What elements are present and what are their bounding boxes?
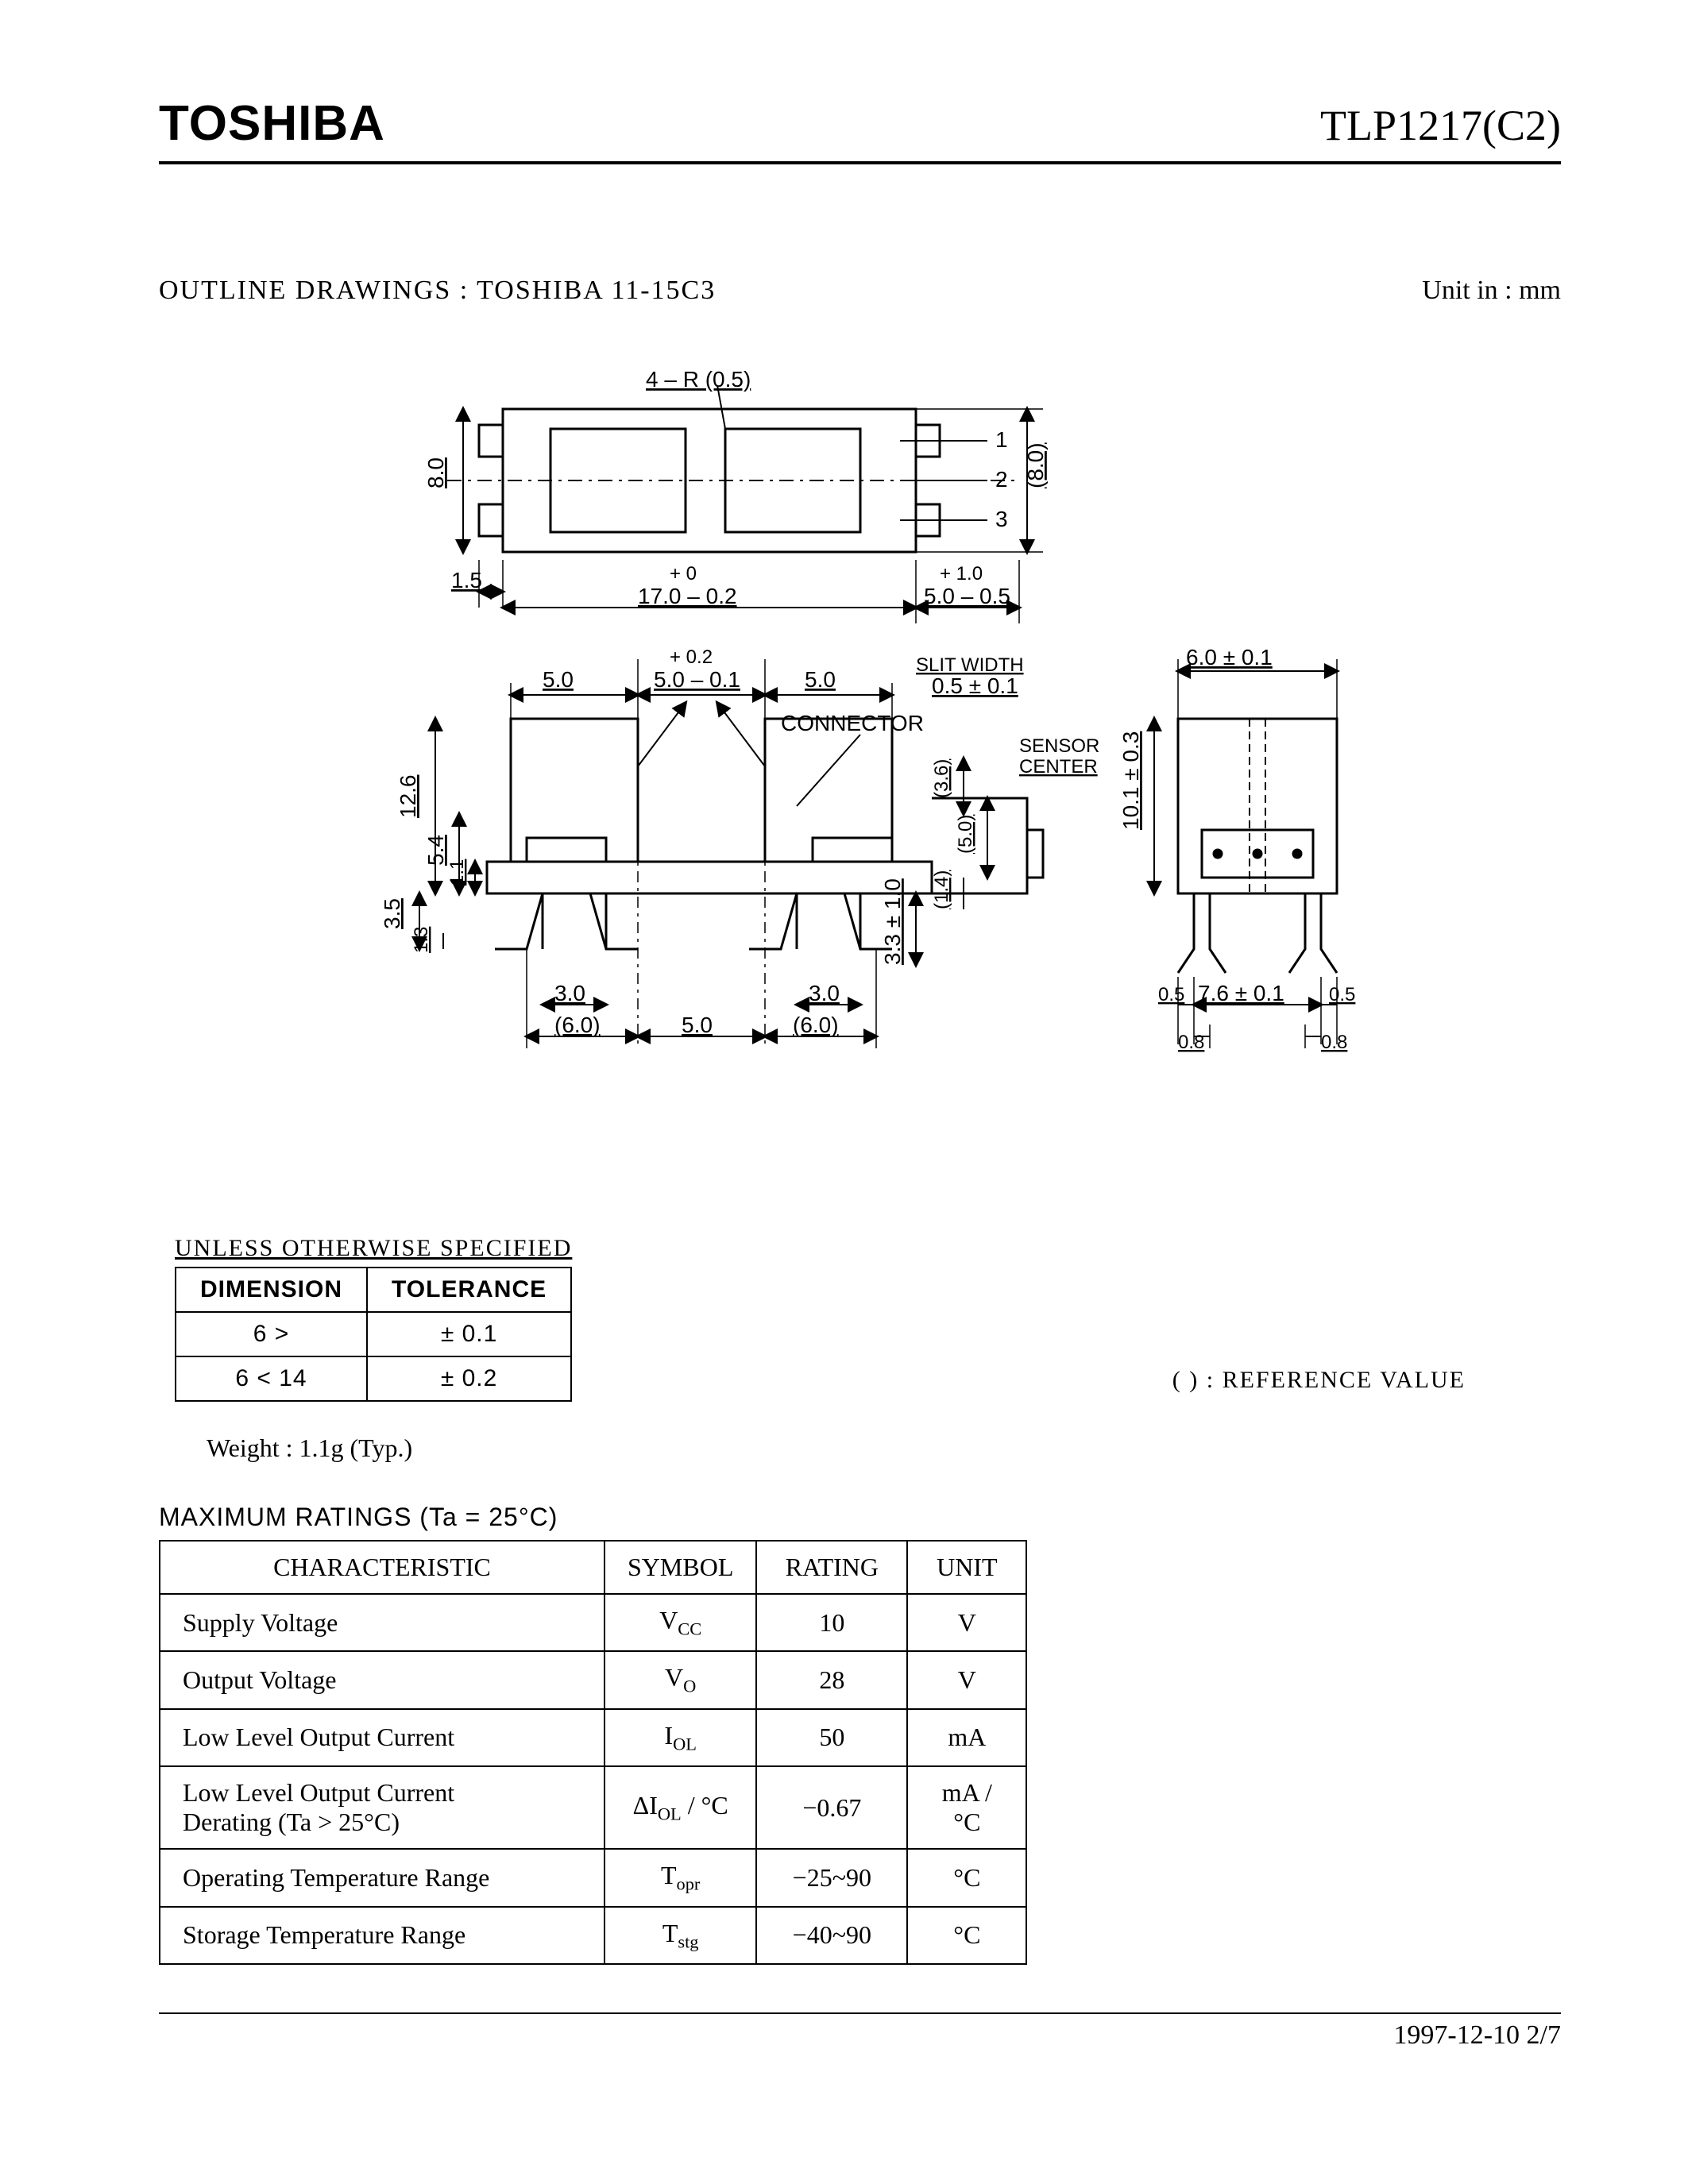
pin-1: 1 xyxy=(995,427,1008,452)
weight-note: Weight : 1.1g (Typ.) xyxy=(207,1433,1561,1463)
ratings-col-rat: RATING xyxy=(756,1541,907,1594)
ratings-rating: 28 xyxy=(756,1651,907,1708)
dim-5-0-l: 5.0 xyxy=(543,667,574,692)
ratings-symbol: IOL xyxy=(605,1709,756,1766)
center-label: CENTER xyxy=(1019,756,1098,778)
ratings-characteristic: Output Voltage xyxy=(160,1651,605,1708)
ratings-rating: 50 xyxy=(756,1709,907,1766)
table-row: Operating Temperature RangeTopr−25~90°C xyxy=(160,1849,1026,1906)
table-row: Low Level Output CurrentDerating (Ta > 2… xyxy=(160,1766,1026,1849)
table-row: Output VoltageVO28V xyxy=(160,1651,1026,1708)
ratings-characteristic: Low Level Output CurrentDerating (Ta > 2… xyxy=(160,1766,605,1849)
dim-12-6: 12.6 xyxy=(396,775,420,819)
page-header: TOSHIBA TLP1217(C2) xyxy=(159,95,1561,164)
ratings-symbol: Topr xyxy=(605,1849,756,1906)
dim-3-0-r: 3.0 xyxy=(809,981,840,1005)
ratings-unit: °C xyxy=(907,1849,1026,1906)
sensor-label: SENSOR xyxy=(1019,735,1099,757)
brand-logo: TOSHIBA xyxy=(159,95,385,152)
slit-label: SLIT WIDTH xyxy=(916,654,1024,676)
outline-drawing: 4 – R (0.5) 8.0 (8.0) 1 2 3 1.5 + 0 17.0… xyxy=(304,353,1416,1187)
pin-2: 2 xyxy=(995,467,1008,492)
dim-1-5: 1.5 xyxy=(451,568,482,592)
dim-0-8-r: 0.8 xyxy=(1321,1032,1347,1053)
ratings-symbol: Tstg xyxy=(605,1907,756,1964)
connector-label: CONNECTOR xyxy=(781,711,924,735)
dim-5-4: 5.4 xyxy=(423,835,448,866)
tolerance-title: UNLESS OTHERWISE SPECIFIED xyxy=(175,1235,572,1262)
dim-5-0p: (5.0) xyxy=(955,815,976,854)
dim-0-5-l: 0.5 xyxy=(1158,984,1184,1005)
dim-1-4p: (1.4) xyxy=(931,870,952,909)
slit-val: 0.5 ± 0.1 xyxy=(932,673,1018,698)
dim-6-0p-r: (6.0) xyxy=(793,1013,839,1037)
table-row: 6 < 14 ± 0.2 xyxy=(176,1356,571,1401)
dim-4r: 4 – R (0.5) xyxy=(646,367,751,392)
dim-3-3: 3.3 ± 1.0 xyxy=(880,878,905,965)
page-footer: 1997-12-10 2/7 xyxy=(159,2012,1561,2051)
table-row: Storage Temperature RangeTstg−40~90°C xyxy=(160,1907,1026,1964)
dim-10-1: 10.1 ± 0.3 xyxy=(1118,731,1143,830)
dim-5r-bot: 5.0 – 0.5 xyxy=(924,584,1010,608)
ratings-characteristic: Operating Temperature Range xyxy=(160,1849,605,1906)
ratings-characteristic: Supply Voltage xyxy=(160,1594,605,1651)
dim-5p-bot: 5.0 – 0.1 xyxy=(654,667,740,692)
dim-6-01: 6.0 ± 0.1 xyxy=(1186,645,1273,669)
tol-col-tol: TOLERANCE xyxy=(367,1268,571,1312)
dim-8-0p: (8.0) xyxy=(1023,442,1048,488)
ratings-symbol: ΔIOL / °C xyxy=(605,1766,756,1849)
dim-8-0: 8.0 xyxy=(423,457,448,488)
dim-1-1: 1.1 xyxy=(446,859,468,886)
tolerance-table: DIMENSION TOLERANCE 6 > ± 0.1 6 < 14 ± 0… xyxy=(175,1267,572,1402)
outline-label: OUTLINE DRAWINGS : TOSHIBA 11-15C3 xyxy=(159,276,716,306)
ratings-unit: V xyxy=(907,1651,1026,1708)
ratings-symbol: VO xyxy=(605,1651,756,1708)
reference-value-note: ( ) : REFERENCE VALUE xyxy=(1172,1367,1466,1394)
dim-3-5: 3.5 xyxy=(380,898,404,929)
ratings-col-sym: SYMBOL xyxy=(605,1541,756,1594)
ratings-characteristic: Low Level Output Current xyxy=(160,1709,605,1766)
ratings-unit: V xyxy=(907,1594,1026,1651)
ratings-rating: −40~90 xyxy=(756,1907,907,1964)
ratings-unit: mA / °C xyxy=(907,1766,1026,1849)
max-ratings-title: MAXIMUM RATINGS (Ta = 25°C) xyxy=(159,1503,1561,1532)
ratings-unit: °C xyxy=(907,1907,1026,1964)
ratings-rating: −25~90 xyxy=(756,1849,907,1906)
dim-5p-top: + 0.2 xyxy=(670,646,713,668)
ratings-unit: mA xyxy=(907,1709,1026,1766)
ratings-col-char: CHARACTERISTIC xyxy=(160,1541,605,1594)
dim-7-6: 7.6 ± 0.1 xyxy=(1198,981,1284,1005)
ratings-symbol: VCC xyxy=(605,1594,756,1651)
ratings-characteristic: Storage Temperature Range xyxy=(160,1907,605,1964)
dim-3-0-l: 3.0 xyxy=(554,981,585,1005)
ratings-col-unit: UNIT xyxy=(907,1541,1026,1594)
dim-5-0-r: 5.0 xyxy=(805,667,836,692)
dim-17-bot: 17.0 – 0.2 xyxy=(638,584,737,608)
ratings-rating: −0.67 xyxy=(756,1766,907,1849)
dim-0-8-l: 0.8 xyxy=(1178,1032,1204,1053)
part-number: TLP1217(C2) xyxy=(1320,101,1561,150)
dim-0-5-r: 0.5 xyxy=(1329,984,1355,1005)
unit-label: Unit in : mm xyxy=(1422,276,1561,306)
dim-6-0p-l: (6.0) xyxy=(554,1013,601,1037)
dim-3-6: (3.6) xyxy=(931,759,952,798)
tol-col-dim: DIMENSION xyxy=(176,1268,367,1312)
dim-1-3: 1.3 xyxy=(411,927,432,953)
table-row: Low Level Output CurrentIOL50mA xyxy=(160,1709,1026,1766)
ratings-rating: 10 xyxy=(756,1594,907,1651)
dim-5r-top: + 1.0 xyxy=(940,563,983,585)
max-ratings-table: CHARACTERISTIC SYMBOL RATING UNIT Supply… xyxy=(159,1540,1027,1965)
dim-5-0-b: 5.0 xyxy=(682,1013,713,1037)
table-row: 6 > ± 0.1 xyxy=(176,1312,571,1356)
pin-3: 3 xyxy=(995,507,1008,531)
table-row: Supply VoltageVCC10V xyxy=(160,1594,1026,1651)
dim-17-top: + 0 xyxy=(670,563,697,585)
